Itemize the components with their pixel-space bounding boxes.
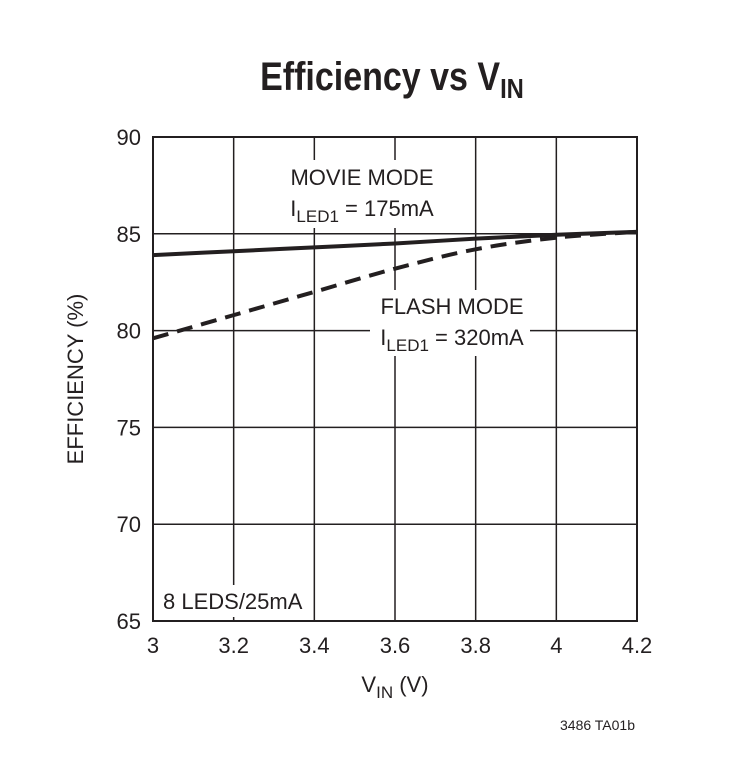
y-tick-label: 65: [117, 609, 141, 634]
x-tick-label: 3.6: [380, 633, 411, 658]
movie-mode-label: MOVIE MODE: [290, 165, 433, 190]
x-tick-label: 3.4: [299, 633, 330, 658]
annotation-bg-condition: [158, 585, 310, 617]
x-tick-label: 3.8: [460, 633, 491, 658]
figure-id: 3486 TA01b: [560, 717, 635, 733]
x-tick-label: 4.2: [622, 633, 653, 658]
y-tick-label: 75: [117, 415, 141, 440]
annotation-bg-flash: [370, 290, 530, 356]
y-tick-label: 80: [117, 319, 141, 344]
movie-mode-line: [152, 229, 638, 258]
y-tick-label: 70: [117, 512, 141, 537]
annotation-bg-movie: [280, 160, 445, 228]
movie-current-label: ILED1 = 175mA: [290, 196, 434, 226]
chart-title: Efficiency vs VIN: [260, 53, 524, 104]
flash-mode-line: [152, 229, 638, 341]
flash-current-label: ILED1 = 320mA: [380, 325, 524, 355]
y-tick-label: 90: [117, 125, 141, 150]
y-axis-label: EFFICIENCY (%): [63, 294, 88, 465]
plot-frame: [152, 136, 638, 622]
condition-label: 8 LEDS/25mA: [163, 589, 303, 614]
x-tick-label: 4: [550, 633, 562, 658]
flash-mode-label: FLASH MODE: [380, 294, 523, 319]
x-tick-label: 3: [147, 633, 159, 658]
y-tick-label: 85: [117, 222, 141, 247]
x-tick-label: 3.2: [218, 633, 249, 658]
x-axis-label: VIN (V): [361, 672, 428, 702]
